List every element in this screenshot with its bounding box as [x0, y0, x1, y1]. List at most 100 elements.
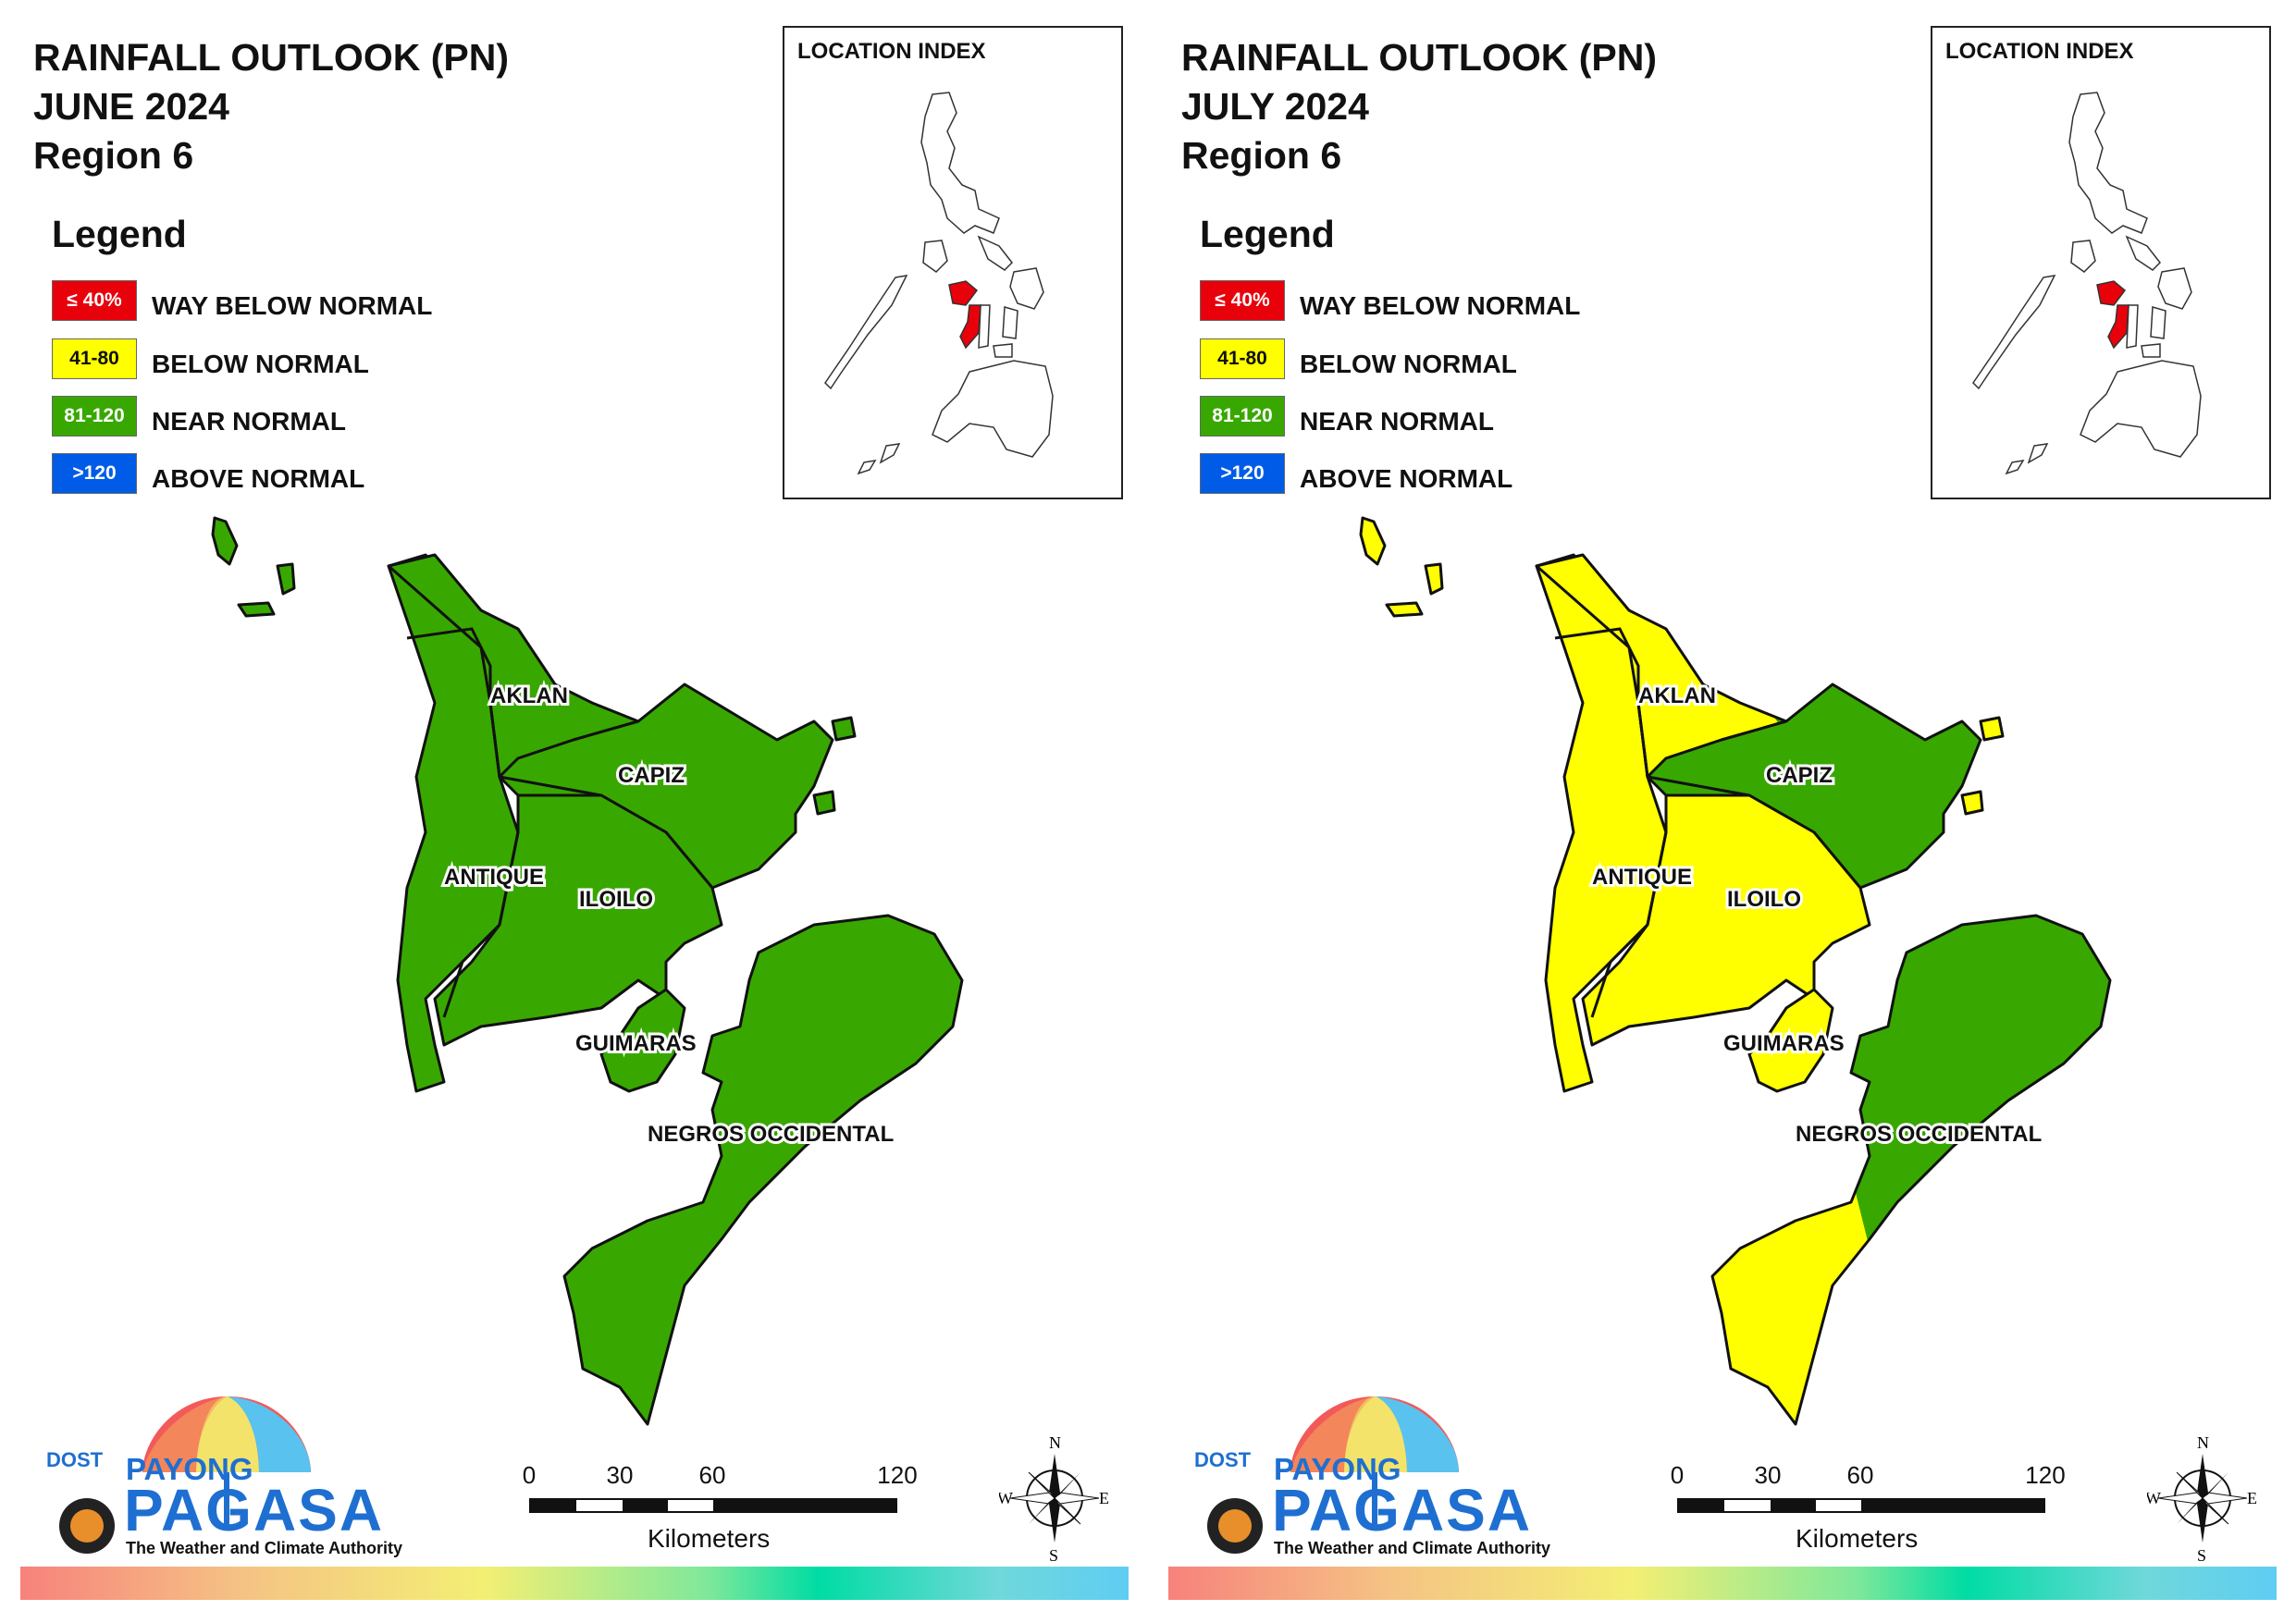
- legend-label: WAY BELOW NORMAL: [152, 291, 433, 320]
- legend-label: ABOVE NORMAL: [152, 464, 365, 493]
- title-line-1: RAINFALL OUTLOOK (PN): [33, 36, 509, 79]
- island-east-2: [1960, 790, 1984, 816]
- island-east-1: [831, 716, 857, 742]
- legend-label: NEAR NORMAL: [1300, 407, 1494, 436]
- scale-tick: 30: [606, 1461, 634, 1489]
- label-guimaras: GUIMARAS: [575, 1031, 697, 1056]
- outlook-panel-july: RAINFALL OUTLOOK (PN) JULY 2024 Region 6…: [1148, 0, 2296, 1623]
- island-east-1: [1979, 716, 2005, 742]
- scale-tick: 30: [1754, 1461, 1782, 1489]
- legend-swatch: 81-120: [1200, 396, 1285, 436]
- legend-item-above-normal: >120 ABOVE NORMAL: [1200, 453, 1662, 496]
- dost-text: DOST: [46, 1448, 104, 1471]
- north-arrow-compass: N S E W: [2145, 1433, 2258, 1565]
- label-iloilo: ILOILO: [579, 887, 653, 912]
- label-antique: ANTIQUE: [1592, 865, 1692, 890]
- legend-swatch: 41-80: [1200, 338, 1285, 379]
- legend-title: Legend: [1200, 213, 1335, 255]
- umbrella-icon: [59, 1396, 311, 1554]
- region-6-map: AKLAN CAPIZ ANTIQUE ILOILO GUIMARAS NEGR…: [211, 516, 964, 1426]
- province-negros-occidental: [562, 914, 964, 1426]
- title-line-3: Region 6: [33, 134, 194, 177]
- legend-swatch: 81-120: [52, 396, 137, 436]
- region-6-highlight: [2096, 280, 2129, 350]
- footer-gradient-bar: [20, 1567, 1129, 1600]
- scale-tick: 120: [877, 1461, 918, 1489]
- scale-tick: 0: [522, 1461, 537, 1489]
- compass-n: N: [1049, 1433, 1061, 1452]
- philippines-outline-map: [1972, 92, 2202, 475]
- compass-rose-icon: N S E W: [2145, 1433, 2257, 1565]
- compass-n: N: [2197, 1433, 2209, 1452]
- island-east-2: [812, 790, 836, 816]
- map-title: RAINFALL OUTLOOK (PN) JULY 2024 Region 6: [1181, 33, 1657, 180]
- compass-w: W: [999, 1489, 1013, 1507]
- compass-e: E: [1099, 1489, 1109, 1507]
- legend-item-above-normal: >120 ABOVE NORMAL: [52, 453, 514, 496]
- title-line-2: JULY 2024: [1181, 85, 1369, 128]
- label-antique: ANTIQUE: [444, 865, 544, 890]
- island-north-2: [1424, 562, 1444, 596]
- scale-tick: 60: [698, 1461, 726, 1489]
- legend-item-below-normal: 41-80 BELOW NORMAL: [52, 338, 514, 381]
- payong-pagasa-logo: DOST PAYONG PAGASA The Weather and Clima…: [1181, 1387, 1551, 1572]
- compass-rose-icon: N S E W: [997, 1433, 1109, 1565]
- title-line-3: Region 6: [1181, 134, 1342, 177]
- pagasa-tagline: The Weather and Climate Authority: [1274, 1539, 1551, 1557]
- province-iloilo: [1581, 793, 1871, 1047]
- legend-label: ABOVE NORMAL: [1300, 464, 1513, 493]
- label-guimaras: GUIMARAS: [1723, 1031, 1845, 1056]
- legend-label: NEAR NORMAL: [152, 407, 346, 436]
- label-capiz: CAPIZ: [1766, 763, 1833, 788]
- legend-item-below-normal: 41-80 BELOW NORMAL: [1200, 338, 1662, 381]
- legend-swatch: ≤ 40%: [1200, 280, 1285, 321]
- label-iloilo: ILOILO: [1727, 887, 1801, 912]
- pagasa-tagline: The Weather and Climate Authority: [126, 1539, 403, 1557]
- island-north-3: [1385, 601, 1424, 618]
- umbrella-icon: [1207, 1396, 1459, 1554]
- legend-item-near-normal: 81-120 NEAR NORMAL: [52, 396, 514, 438]
- label-aklan: AKLAN: [1638, 683, 1716, 708]
- label-negros-occidental: NEGROS OCCIDENTAL: [1796, 1122, 2042, 1147]
- title-line-2: JUNE 2024: [33, 85, 229, 128]
- scale-unit: Kilometers: [648, 1524, 771, 1553]
- island-north-3: [237, 601, 276, 618]
- legend-item-near-normal: 81-120 NEAR NORMAL: [1200, 396, 1662, 438]
- payong-text: PAYONG: [126, 1452, 253, 1486]
- island-north-2: [276, 562, 296, 596]
- legend-swatch: ≤ 40%: [52, 280, 137, 321]
- legend-title: Legend: [52, 213, 187, 255]
- legend-label: BELOW NORMAL: [152, 350, 369, 378]
- province-capiz: [1646, 682, 1982, 890]
- scale-bar: 0 30 60 120 Kilometers: [1666, 1461, 2092, 1563]
- map-title: RAINFALL OUTLOOK (PN) JUNE 2024 Region 6: [33, 33, 509, 180]
- pagasa-text: PAGASA: [1272, 1477, 1533, 1543]
- legend-swatch: >120: [52, 453, 137, 494]
- legend-item-way-below-normal: ≤ 40% WAY BELOW NORMAL: [52, 280, 514, 323]
- scale-tick: 0: [1670, 1461, 1685, 1489]
- legend-label: BELOW NORMAL: [1300, 350, 1517, 378]
- label-capiz: CAPIZ: [618, 763, 685, 788]
- legend-label: WAY BELOW NORMAL: [1300, 291, 1581, 320]
- scale-bar: 0 30 60 120 Kilometers: [518, 1461, 944, 1563]
- location-index-title: LOCATION INDEX: [797, 39, 986, 64]
- outlook-panel-june: RAINFALL OUTLOOK (PN) JUNE 2024 Region 6…: [20, 26, 1129, 1600]
- scale-tick: 60: [1846, 1461, 1874, 1489]
- title-line-1: RAINFALL OUTLOOK (PN): [1181, 36, 1657, 79]
- province-capiz: [498, 682, 834, 890]
- compass-s: S: [2197, 1546, 2206, 1563]
- location-index-inset: LOCATION INDEX: [1931, 26, 2271, 499]
- legend-swatch: 41-80: [52, 338, 137, 379]
- province-negros-occidental: [1710, 914, 2112, 1426]
- compass-s: S: [1049, 1546, 1058, 1563]
- region-6-map: AKLAN CAPIZ ANTIQUE ILOILO GUIMARAS NEGR…: [1359, 516, 2112, 1426]
- pagasa-text: PAGASA: [124, 1477, 385, 1543]
- payong-pagasa-logo: DOST PAYONG PAGASA The Weather and Clima…: [33, 1387, 403, 1572]
- dost-text: DOST: [1194, 1448, 1252, 1471]
- province-guimaras: [1747, 988, 1834, 1093]
- scale-tick: 120: [2025, 1461, 2066, 1489]
- footer-gradient-bar: [1168, 1567, 2277, 1600]
- island-north-1: [211, 516, 239, 566]
- legend-swatch: >120: [1200, 453, 1285, 494]
- island-north-1: [1359, 516, 1387, 566]
